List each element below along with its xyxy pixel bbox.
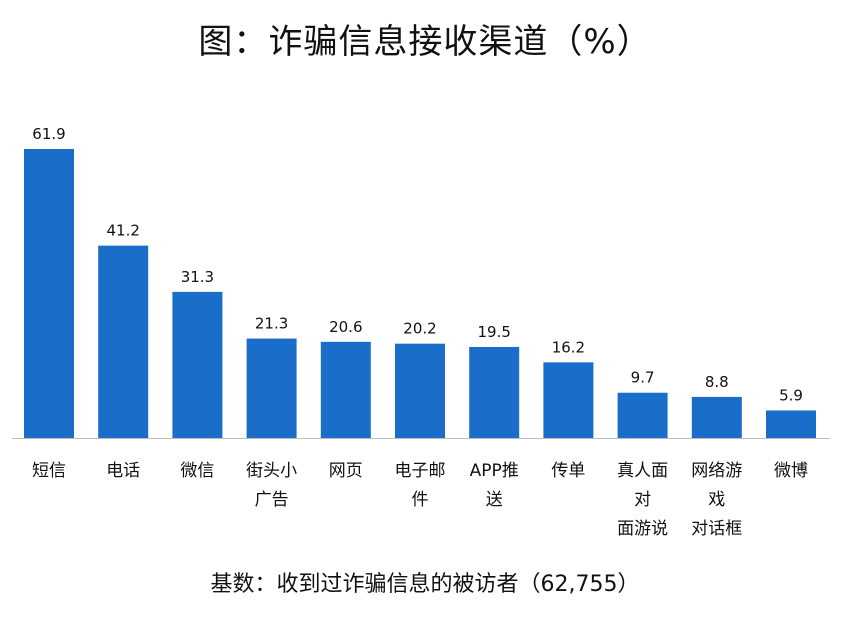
x-tick-label: 对 [634,490,651,510]
data-label: 16.2 [552,338,585,356]
x-tick-label: 街头小 [246,461,297,481]
x-tick-label: 网络游 [691,461,742,481]
x-tick-label: 真人面 [617,461,668,481]
x-tick-label: 电子邮 [395,461,446,481]
data-label: 21.3 [255,315,288,333]
data-label: 19.5 [477,323,510,341]
bar [617,392,668,438]
bar [543,362,594,438]
x-tick-label: 微博 [774,461,808,481]
x-tick-label: 传单 [551,461,585,481]
x-tick-label: 网页 [329,461,363,481]
x-tick-label: APP推 [470,461,519,481]
data-label: 31.3 [181,268,214,286]
data-label: 5.9 [779,386,803,404]
x-tick-label: 面游说 [617,519,668,539]
data-label: 61.9 [32,125,65,143]
data-label: 41.2 [106,222,139,240]
data-label: 8.8 [705,373,729,391]
x-tick-label: 广告 [255,490,289,510]
chart-title: 图：诈骗信息接收渠道（%） [198,22,652,62]
data-label: 20.2 [403,320,436,338]
bar [469,346,520,438]
data-label: 9.7 [631,369,655,387]
bar [691,396,742,438]
bar [98,245,149,438]
bar [246,338,297,438]
bar [320,341,371,438]
x-tick-label: 戏 [708,490,725,510]
bar [172,291,223,438]
x-tick-label: 微信 [180,461,214,481]
chart-footnote: 基数：收到过诈骗信息的被访者（62,755） [210,572,640,597]
data-label: 20.6 [329,318,362,336]
x-tick-label: 短信 [32,461,66,481]
x-tick-label: 对话框 [691,519,742,539]
x-tick-label: 送 [486,490,503,510]
bar [24,149,74,438]
x-tick-label: 电话 [106,461,140,481]
bar [766,410,816,438]
bar [395,343,445,438]
x-tick-label: 件 [412,490,429,510]
